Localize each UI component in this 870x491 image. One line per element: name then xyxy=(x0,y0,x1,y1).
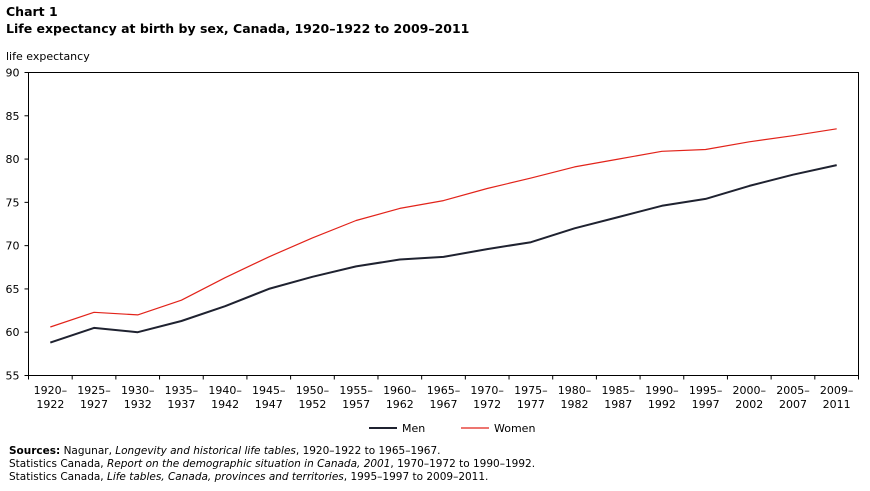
x-tick-label: 1940– 1942 xyxy=(208,384,242,411)
series-line-women xyxy=(50,128,837,328)
y-axis-label: life expectancy xyxy=(6,50,90,63)
x-tick-label: 1980– 1982 xyxy=(558,384,592,411)
legend-label-men: Men xyxy=(402,422,425,435)
x-tick-label: 1985– 1987 xyxy=(601,384,635,411)
x-tick-label: 1990– 1992 xyxy=(645,384,679,411)
y-tick-label: 65 xyxy=(6,283,20,296)
chart-title: Life expectancy at birth by sex, Canada,… xyxy=(6,21,470,36)
y-tick-label: 70 xyxy=(6,240,20,253)
x-tick-label: 1955– 1957 xyxy=(339,384,373,411)
y-tick-label: 75 xyxy=(6,196,20,209)
x-tick-label: 2005– 2007 xyxy=(776,384,810,411)
sources-line-3: Statistics Canada, Life tables, Canada, … xyxy=(9,471,489,483)
sources-line-2: Statistics Canada, Report on the demogra… xyxy=(9,458,536,470)
y-tick-label: 85 xyxy=(6,110,20,123)
y-tick-label: 55 xyxy=(6,370,20,383)
chart-number: Chart 1 xyxy=(6,4,58,19)
x-tick-label: 1995– 1997 xyxy=(689,384,723,411)
x-tick-label: 1975– 1977 xyxy=(514,384,548,411)
y-tick-label: 80 xyxy=(6,153,20,166)
plot-frame xyxy=(28,72,859,376)
legend-label-women: Women xyxy=(494,422,535,435)
x-tick-label: 1945– 1947 xyxy=(252,384,286,411)
series-lines xyxy=(49,128,837,344)
x-tick-label: 2000– 2002 xyxy=(733,384,767,411)
sources-line-1: Sources: Nagunar, Longevity and historic… xyxy=(9,445,441,457)
y-tick-label: 90 xyxy=(6,67,20,80)
x-tick-label: 1960– 1962 xyxy=(383,384,417,411)
y-tick-label: 60 xyxy=(6,326,20,339)
x-tick-label: 1970– 1972 xyxy=(470,384,504,411)
y-axis: 55 60 65 70 75 80 85 90 xyxy=(6,67,29,383)
legend: Men Women xyxy=(369,422,535,435)
x-axis: 1920– 1922 1925– 1927 1930– 1932 1935– 1937 1940… xyxy=(28,375,859,411)
sources-note: Sources: Nagunar, Longevity and historic… xyxy=(9,445,535,484)
x-tick-label: 2009– 2011 xyxy=(820,384,854,411)
x-tick-label: 1950– 1952 xyxy=(296,384,330,411)
sources-label: Sources: xyxy=(9,445,61,457)
x-tick-label: 1935– 1937 xyxy=(165,384,199,411)
series-line-men xyxy=(49,164,837,344)
x-tick-label: 1930– 1932 xyxy=(121,384,155,411)
x-tick-label: 1965– 1967 xyxy=(427,384,461,411)
x-tick-label: 1920– 1922 xyxy=(34,384,68,411)
x-tick-label: 1925– 1927 xyxy=(77,384,111,411)
